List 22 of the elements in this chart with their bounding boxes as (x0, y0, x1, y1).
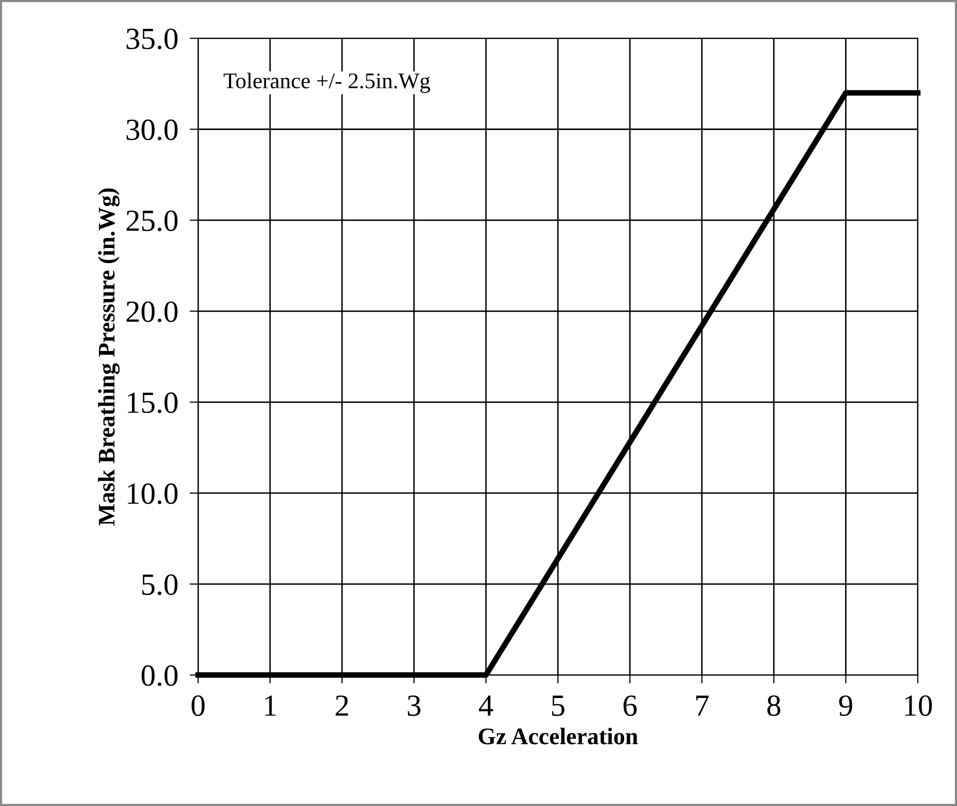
x-axis-title: Gz Acceleration (478, 728, 638, 744)
x-tick-label: 7 (696, 696, 709, 716)
x-tick-label: 3 (408, 695, 420, 716)
x-tick-label: 9 (839, 695, 852, 716)
y-tick-label: 30.0 (126, 120, 178, 140)
x-tick-label: 1 (265, 696, 276, 716)
annotation: Tolerance +/- 2.5in.Wg (224, 72, 430, 93)
x-tick-label: 0 (192, 695, 205, 716)
y-tick-label: 10.0 (128, 483, 178, 504)
x-tick-label: 2 (336, 695, 348, 716)
x-tick-label: 8 (767, 695, 780, 716)
x-tick-label: 10 (905, 695, 932, 716)
y-tick-label: 25.0 (126, 210, 178, 232)
y-tick-label: 20.0 (126, 301, 178, 322)
y-axis-title: Mask Breathing Pressure (in.Wg) (98, 188, 120, 526)
y-tick-label: 35.0 (126, 28, 178, 50)
x-tick-label: 4 (478, 696, 494, 716)
y-tick-label: 15.0 (128, 392, 178, 414)
y-tick-label: 5.0 (142, 574, 178, 596)
x-tick-label: 5 (552, 696, 564, 716)
x-tick-label: 6 (624, 695, 637, 716)
y-tick-label: 0.0 (142, 665, 178, 686)
